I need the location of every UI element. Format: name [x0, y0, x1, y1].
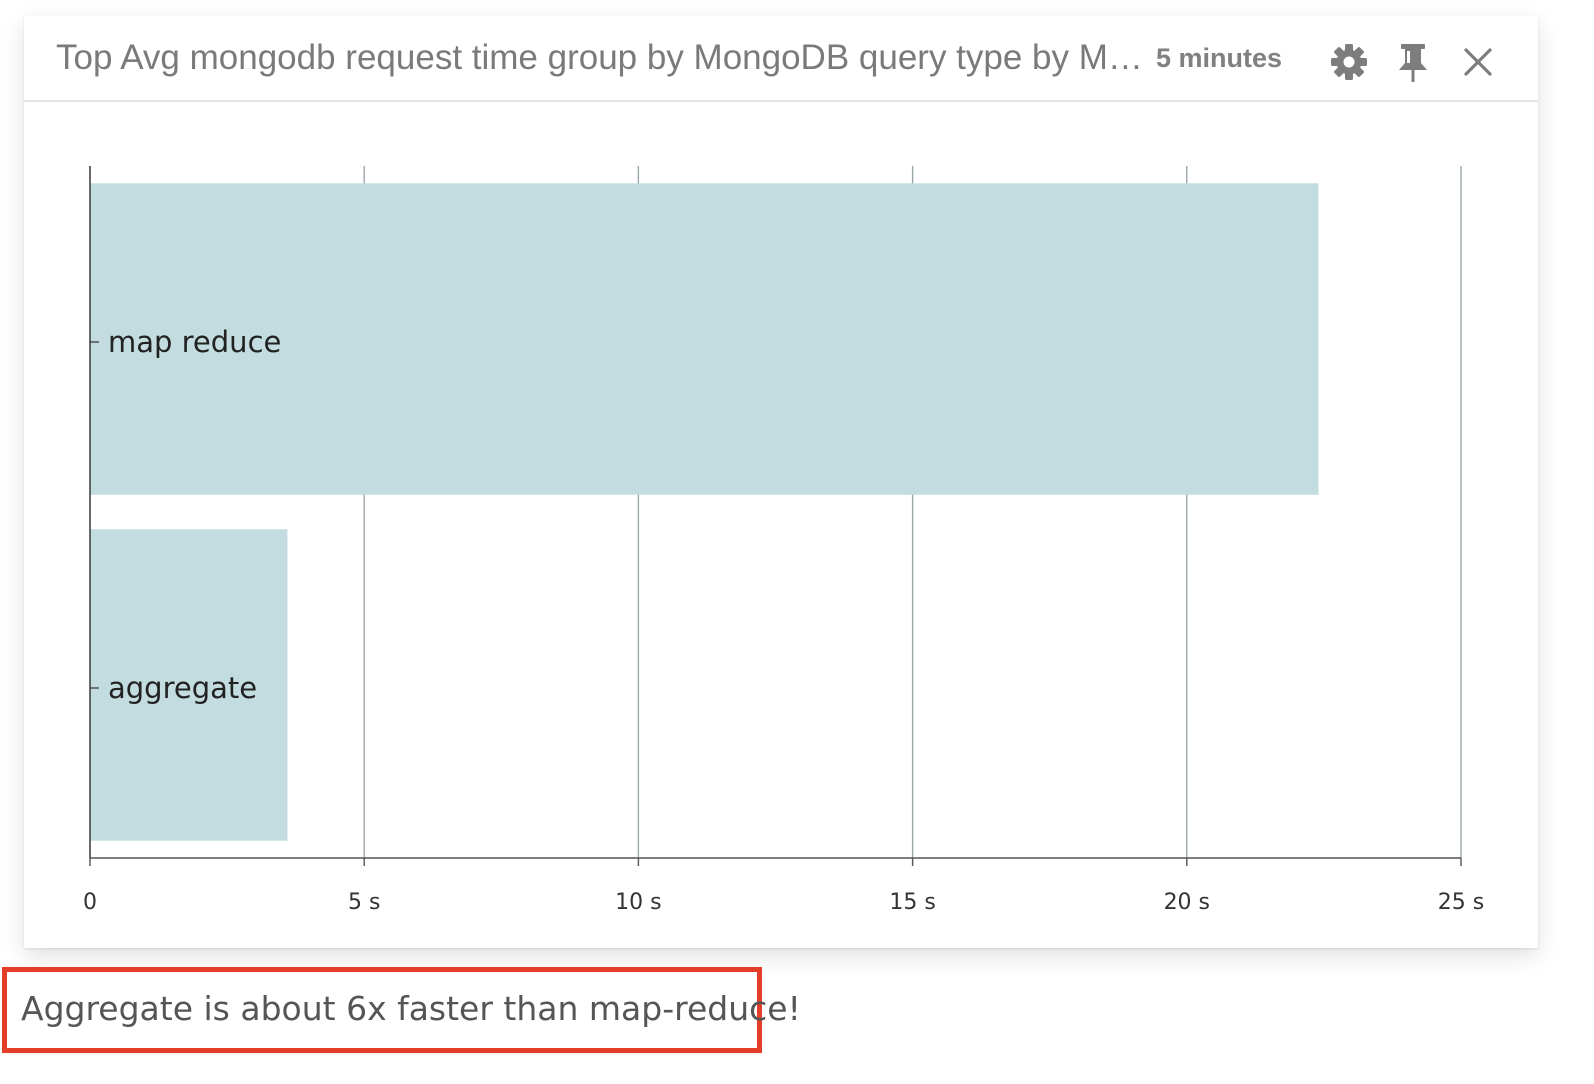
- x-tick-label: 5 s: [348, 890, 380, 915]
- gear-icon[interactable]: [1329, 40, 1369, 84]
- x-tick-label: 0: [83, 890, 97, 915]
- category-label: aggregate: [108, 671, 257, 705]
- x-tick-label: 25 s: [1438, 890, 1484, 915]
- widget-title: Top Avg mongodb request time group by Mo…: [56, 38, 1150, 77]
- bar-aggregate[interactable]: [90, 529, 288, 841]
- bar-map-reduce[interactable]: [90, 183, 1319, 495]
- pin-icon[interactable]: [1393, 40, 1433, 84]
- chart-widget: Top Avg mongodb request time group by Mo…: [24, 16, 1538, 948]
- chart-area: 0 5 s 10 s 15 s 20 s 25 s map reduce aggregate: [24, 102, 1538, 948]
- annotation-text: Aggregate is about 6x faster than map-re…: [21, 989, 801, 1028]
- x-tick-label: 10 s: [615, 890, 661, 915]
- widget-header: Top Avg mongodb request time group by Mo…: [24, 16, 1538, 102]
- x-tick-label: 15 s: [889, 890, 935, 915]
- bar-chart: 0 5 s 10 s 15 s 20 s 25 s map reduce aggregate: [83, 166, 1484, 915]
- category-label: map reduce: [108, 325, 281, 359]
- x-tick-label: 20 s: [1164, 890, 1210, 915]
- time-range-label[interactable]: 5 minutes: [1156, 43, 1283, 73]
- annotation-box: Aggregate is about 6x faster than map-re…: [2, 967, 801, 1053]
- close-icon[interactable]: [1458, 40, 1498, 84]
